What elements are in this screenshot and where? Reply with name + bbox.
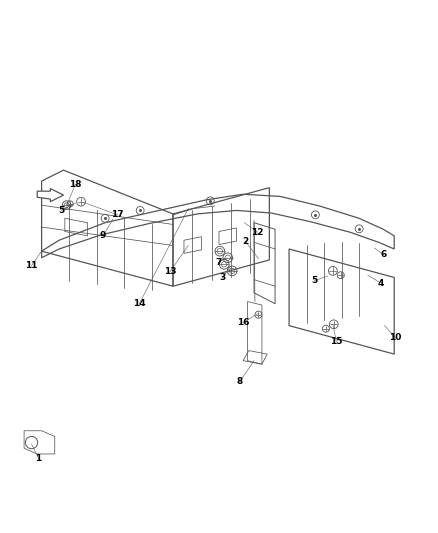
Text: 5: 5	[311, 276, 318, 285]
Text: 7: 7	[215, 259, 221, 268]
Text: 8: 8	[237, 377, 243, 386]
Text: 14: 14	[133, 299, 145, 308]
Text: 5: 5	[58, 206, 64, 215]
Text: 15: 15	[330, 337, 343, 346]
Text: 10: 10	[389, 333, 401, 342]
Text: 2: 2	[242, 237, 248, 246]
Text: 3: 3	[219, 273, 226, 282]
Text: 6: 6	[380, 250, 386, 259]
Text: 11: 11	[25, 261, 38, 270]
Text: 9: 9	[100, 231, 106, 240]
Text: 12: 12	[251, 228, 264, 237]
Text: 13: 13	[164, 267, 176, 276]
Polygon shape	[37, 189, 64, 201]
Text: 18: 18	[69, 180, 81, 189]
Text: 16: 16	[237, 318, 249, 327]
Text: 17: 17	[111, 211, 124, 219]
Text: 1: 1	[35, 454, 42, 463]
Text: 4: 4	[378, 279, 384, 288]
